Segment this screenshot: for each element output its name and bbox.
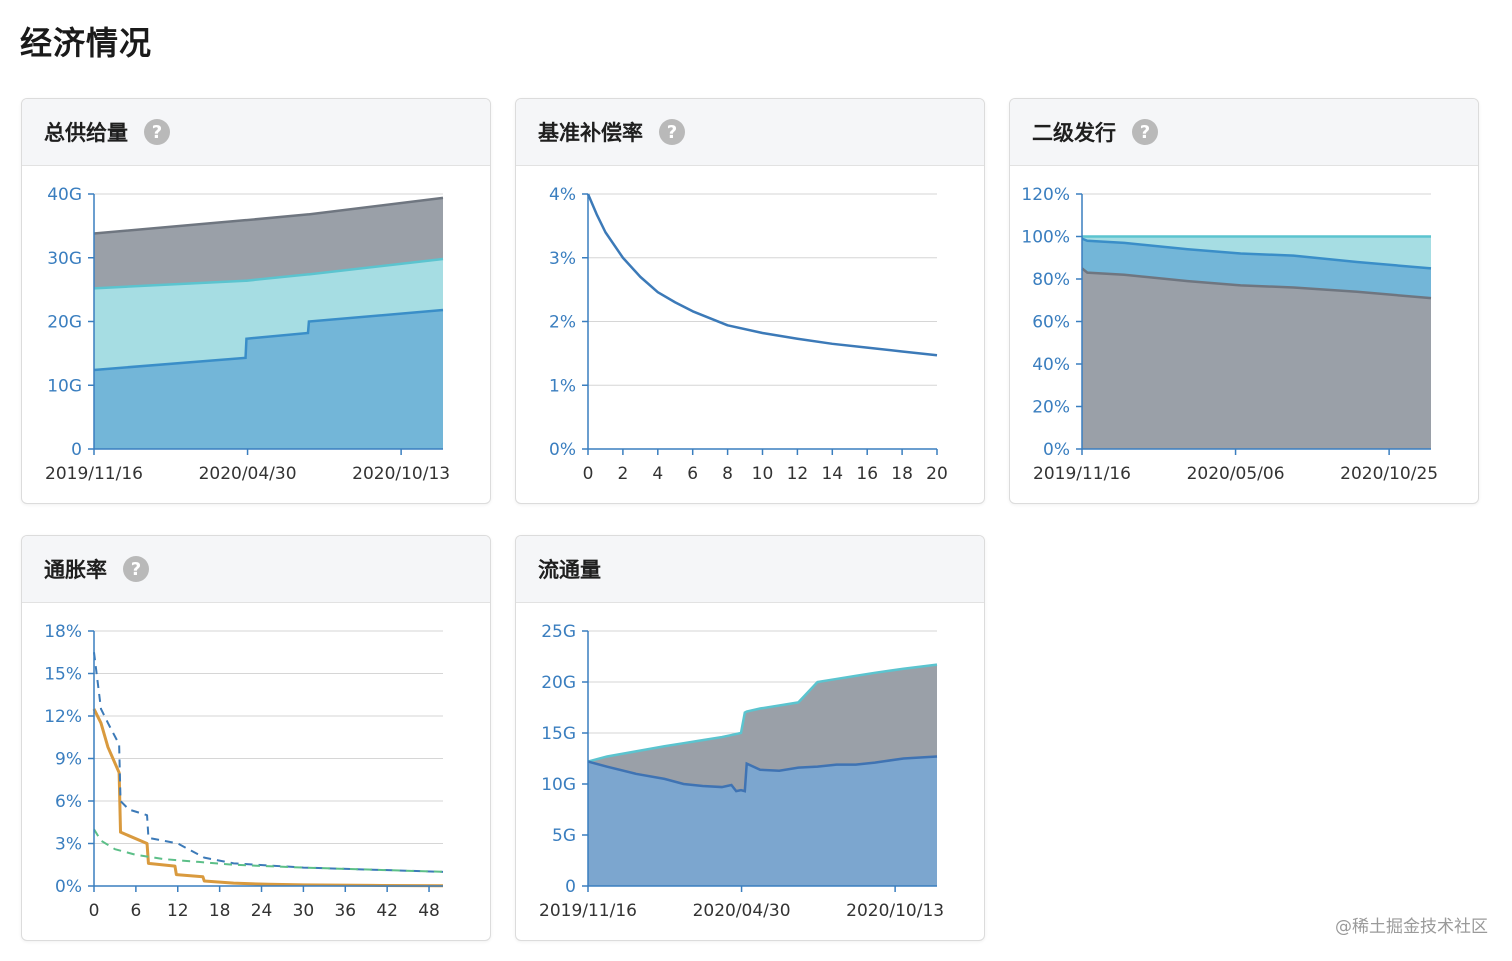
help-icon[interactable]: ? [144,119,170,145]
y-tick-label: 3% [55,835,82,855]
x-tick-label: 12 [787,464,809,484]
x-tick-label: 6 [130,901,141,921]
y-tick-label: 40G [47,185,82,205]
card-title: 总供给量 [44,121,128,145]
y-tick-label: 18% [44,622,82,642]
series-line-0 [92,708,444,888]
chart-circulation: 0 5G 10G 15G 20G 25G 2019/11/16 2020/04/30 2020/… [539,622,944,921]
card-header: 二级发行? [1010,99,1478,166]
x-tick-label: 2019/11/16 [539,901,637,921]
y-tick-label: 5G [552,826,576,846]
y-tick-label: 20% [1032,398,1070,418]
y-tick-label: 100% [1021,228,1070,248]
x-tick-label: 18 [209,901,231,921]
y-tick-label: 40% [1032,355,1070,375]
chart-secondary-issuance: 0% 20% 40% 60% 80% 100% 120% 2019/11/16 2020/05/… [1021,185,1438,484]
help-icon[interactable]: ? [123,556,149,582]
y-tick-label: 10G [541,775,576,795]
y-tick-label: 6% [55,792,82,812]
chart-card-circulation: 流通量 0 5G 10G 15G 20G 25G 2019/11/16 2020/04/30 20… [515,535,985,941]
x-tick-label: 10 [752,464,774,484]
y-tick-label: 15% [44,665,82,685]
x-tick-label: 30 [293,901,315,921]
x-tick-label: 2019/11/16 [45,464,143,484]
y-tick-label: 80% [1032,270,1070,290]
chart-inflation-rate: 0% 3% 6% 9% 12% 15% 18% 0 6 12 18 24 30 36 42 48 [44,622,444,921]
series-line-0 [93,308,444,372]
series-line-0 [1081,267,1432,300]
x-tick-label: 24 [251,901,273,921]
x-tick-label: 48 [418,901,440,921]
x-tick-label: 2020/04/30 [693,901,791,921]
x-tick-label: 20 [926,464,948,484]
y-tick-label: 2% [549,313,576,333]
x-tick-label: 8 [722,464,733,484]
y-tick-label: 12% [44,707,82,727]
series-line-1 [93,652,444,873]
x-tick-label: 14 [821,464,843,484]
x-tick-label: 2 [617,464,628,484]
card-header: 通胀率? [22,536,490,603]
x-tick-label: 42 [376,901,398,921]
y-tick-label: 1% [549,376,576,396]
card-title: 通胀率 [44,558,107,582]
series-line-1 [1081,237,1432,270]
card-header: 流通量 [516,536,984,603]
series-line-1 [587,663,938,763]
card-header: 基准补偿率? [516,99,984,166]
series-line-2 [93,828,444,873]
y-tick-label: 10G [47,376,82,396]
card-title: 基准补偿率 [538,121,643,145]
x-tick-label: 0 [583,464,594,484]
x-tick-label: 18 [891,464,913,484]
series-line-0 [586,193,938,357]
card-title: 流通量 [538,558,601,582]
x-tick-label: 16 [856,464,878,484]
series-area-0 [1082,268,1431,449]
x-tick-label: 2020/10/13 [352,464,450,484]
x-tick-label: 4 [652,464,663,484]
chart-base-reward-rate: 0% 1% 2% 3% 4% 0 2 4 6 8 10 12 14 16 18 20 [549,185,948,484]
card-title: 二级发行 [1032,121,1116,145]
y-tick-label: 9% [55,750,82,770]
y-tick-label: 20G [47,313,82,333]
help-icon[interactable]: ? [659,119,685,145]
x-tick-label: 2020/05/06 [1187,464,1285,484]
x-tick-label: 2020/04/30 [199,464,297,484]
x-tick-label: 12 [167,901,189,921]
chart-card-secondary-issuance: 二级发行? 0% 20% 40% 60% 80% 100% 120% 2019/11/16 202… [1009,98,1479,504]
y-tick-label: 25G [541,622,576,642]
card-header: 总供给量? [22,99,490,166]
chart-card-base-reward-rate: 基准补偿率? 0% 1% 2% 3% 4% 0 2 4 6 8 10 12 14 16 18 20 [515,98,985,504]
help-icon[interactable]: ? [1132,119,1158,145]
series-area-0 [94,310,443,449]
x-tick-label: 0 [89,901,100,921]
watermark: @稀土掘金技术社区 [1335,917,1488,937]
y-tick-label: 120% [1021,185,1070,205]
chart-card-inflation-rate: 通胀率? 0% 3% 6% 9% 12% 15% 18% 0 6 12 18 24 30 36 42 48 [21,535,491,941]
chart-card-total-supply: 总供给量? 0 10G 20G 30G 40G 2019/11/16 2020/04/30 20… [21,98,491,504]
y-tick-label: 60% [1032,313,1070,333]
series-line-0 [587,755,938,793]
y-tick-label: 3% [549,249,576,269]
series-area-0 [588,756,937,886]
series-line-2 [93,196,444,235]
y-tick-label: 20G [541,673,576,693]
page-title: 经济情况 [20,24,153,62]
y-tick-label: 0 [71,440,82,460]
x-tick-label: 6 [687,464,698,484]
y-tick-label: 0 [565,877,576,897]
y-tick-label: 0% [549,440,576,460]
y-tick-label: 4% [549,185,576,205]
y-tick-label: 0% [1043,440,1070,460]
y-tick-label: 15G [541,724,576,744]
series-line-1 [93,257,444,290]
y-tick-label: 30G [47,249,82,269]
y-tick-label: 0% [55,877,82,897]
x-tick-label: 2020/10/25 [1340,464,1438,484]
x-tick-label: 2019/11/16 [1033,464,1131,484]
x-tick-label: 36 [334,901,356,921]
chart-total-supply: 0 10G 20G 30G 40G 2019/11/16 2020/04/30 2020/10… [45,185,450,484]
x-tick-label: 2020/10/13 [846,901,944,921]
